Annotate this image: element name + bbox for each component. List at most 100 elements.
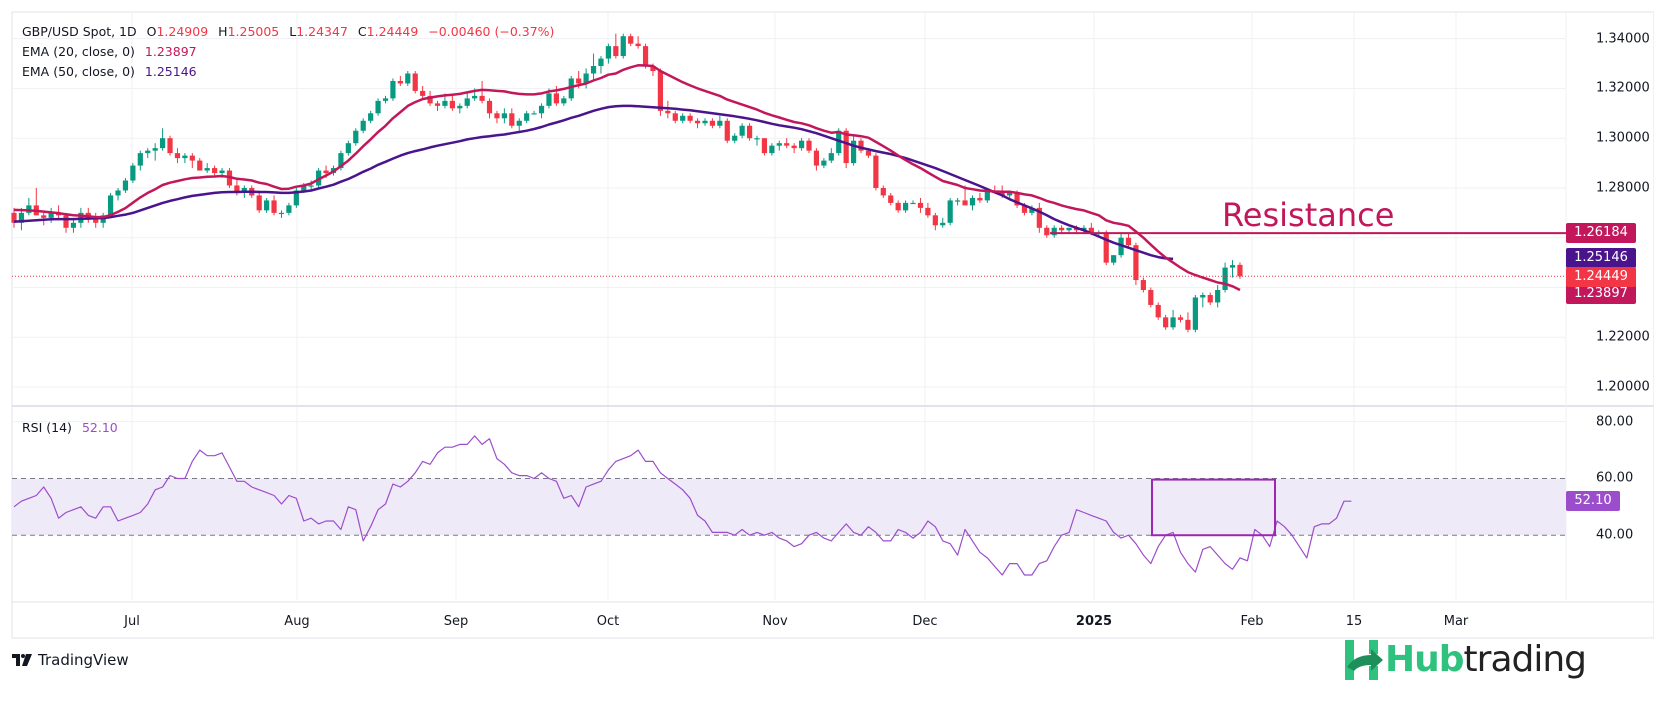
candle-body: [1192, 297, 1198, 330]
tradingview-icon: [12, 654, 32, 666]
candle-body: [977, 197, 983, 201]
time-tick-label: 15: [1345, 614, 1363, 629]
candle-body: [182, 155, 188, 159]
candle-body: [1051, 227, 1057, 236]
candle-body: [895, 202, 901, 211]
change-value: −0.00460 (−0.37%): [428, 24, 555, 39]
candle-body: [26, 205, 32, 213]
candle-body: [353, 130, 359, 144]
rsi-tick-label: 80.00: [1596, 414, 1634, 430]
candle-body: [598, 58, 604, 67]
candle-body: [212, 168, 218, 174]
candle-body: [873, 155, 879, 188]
candle-body: [301, 185, 307, 191]
candle-body: [917, 202, 924, 208]
candle-body: [962, 200, 968, 206]
candle-body: [308, 185, 314, 187]
candle-body: [271, 200, 277, 213]
rsi-value-tag: 52.10: [1566, 491, 1620, 512]
candle-body: [122, 180, 129, 191]
candle-body: [940, 222, 946, 226]
chart-frame: [11, 11, 1654, 639]
candle-body: [449, 100, 455, 109]
candle-body: [583, 73, 589, 84]
ema20-value: 1.23897: [144, 44, 197, 59]
candle-body: [427, 95, 433, 104]
candle-body: [955, 200, 961, 202]
candle-body: [137, 153, 143, 166]
candle-body: [1133, 245, 1139, 281]
candle-body: [70, 222, 77, 228]
candle-body: [1103, 232, 1109, 263]
candle-body: [538, 105, 545, 114]
candle-body: [405, 73, 411, 84]
high-value: 1.25005: [227, 24, 280, 39]
open-value: 1.24909: [156, 24, 209, 39]
symbol-legend: GBP/USD Spot, 1D O1.24909 H1.25005 L1.24…: [22, 24, 555, 39]
price-tick-label: 1.28000: [1596, 180, 1650, 196]
candle-body: [791, 145, 797, 149]
candle-body: [702, 120, 708, 124]
candle-body: [1029, 207, 1035, 213]
candle-body: [516, 120, 522, 126]
candle-body: [130, 165, 136, 181]
candle-body: [1036, 207, 1042, 228]
candle-body: [1125, 237, 1132, 246]
candle-body: [63, 215, 69, 228]
candle-body: [1163, 317, 1169, 328]
time-tick-label: Oct: [596, 614, 620, 629]
candle-body: [798, 140, 805, 149]
candle-body: [1088, 227, 1094, 233]
candle-body: [293, 190, 299, 206]
candle-body: [18, 212, 25, 223]
candle-body: [368, 113, 374, 121]
candle-body: [1021, 205, 1028, 213]
brand-hub: Hub: [1385, 639, 1465, 680]
candle-body: [561, 98, 567, 104]
candle-body: [390, 80, 396, 99]
candle-body: [925, 207, 931, 216]
candle-body: [880, 187, 886, 196]
tradingview-logo[interactable]: TradingView: [12, 651, 129, 669]
candle-body: [472, 95, 478, 99]
rsi-highlight-box: [1151, 478, 1276, 537]
candle-body: [553, 93, 559, 104]
ema20-label: EMA (20, close, 0): [22, 44, 135, 59]
candle-body: [605, 46, 611, 59]
candle-body: [345, 143, 351, 154]
time-tick-label: Aug: [284, 614, 310, 629]
candle-body: [256, 195, 262, 211]
candle-body: [234, 185, 240, 193]
rsi-label: RSI (14): [22, 420, 72, 435]
candle-body: [197, 160, 203, 171]
candle-body: [1111, 255, 1117, 263]
candle-body: [494, 113, 500, 119]
candle-body: [806, 140, 812, 151]
brand-trading: trading: [1463, 639, 1587, 680]
candle-body: [524, 113, 530, 121]
candle-body: [1177, 317, 1184, 320]
candle-body: [397, 80, 403, 84]
candle-body: [932, 215, 938, 226]
candle-body: [286, 205, 292, 213]
hubtrading-logo: Hubtrading: [1343, 639, 1587, 680]
candle-body: [189, 155, 195, 161]
rsi-line: [13, 435, 1352, 576]
candle-body: [204, 168, 210, 171]
candle-body: [761, 138, 768, 154]
candle-body: [486, 100, 493, 114]
ema50-line: [13, 104, 1174, 261]
candle-body: [1148, 289, 1154, 305]
candle-body: [278, 212, 285, 215]
candle-body: [910, 202, 916, 205]
price-tick-label: 1.30000: [1596, 130, 1650, 146]
candle-body: [11, 212, 17, 223]
candle-body: [650, 66, 656, 72]
candle-body: [360, 120, 366, 131]
candle-body: [375, 100, 381, 114]
candle-body: [665, 110, 671, 114]
time-tick-label: Jul: [124, 614, 140, 629]
candle-body: [680, 115, 686, 121]
ema20-price-tag: 1.23897: [1566, 283, 1636, 304]
